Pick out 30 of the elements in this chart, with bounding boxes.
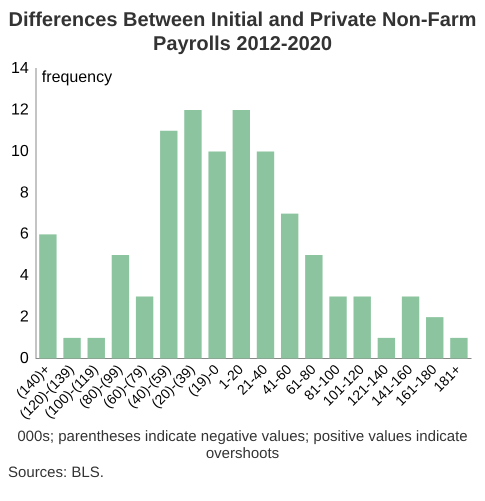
bar (450, 338, 468, 359)
source-note: Sources: BLS. (8, 464, 105, 481)
bar (305, 255, 323, 359)
bar (232, 110, 250, 359)
y-axis-title: frequency (42, 69, 112, 86)
y-tick-label: 0 (20, 350, 29, 368)
bar (426, 317, 444, 359)
bar (208, 151, 226, 359)
y-tick-label: 6 (20, 226, 29, 243)
bar (184, 110, 202, 359)
y-tick-label: 14 (11, 60, 29, 78)
bar (112, 255, 130, 359)
y-tick-label: 8 (20, 184, 29, 202)
y-tick-label: 2 (20, 308, 29, 326)
chart-title: Differences Between Initial and Private Non-Farm Payrolls 2012-2020 (8, 8, 477, 56)
y-tick-label: 10 (11, 142, 29, 160)
y-tick-label: 12 (11, 101, 29, 118)
bar (402, 296, 420, 359)
bar (353, 296, 371, 359)
bar (160, 130, 178, 359)
bar (280, 214, 298, 359)
bar (136, 296, 154, 359)
bar (329, 296, 347, 359)
y-tick-label: 4 (20, 267, 29, 284)
bar (378, 338, 396, 359)
bar (88, 338, 105, 359)
bar (39, 234, 57, 359)
bar (256, 151, 274, 359)
text: 000s; parentheses indicate negative values; positive values indicate overshoots (16, 428, 469, 462)
bar (63, 338, 81, 359)
